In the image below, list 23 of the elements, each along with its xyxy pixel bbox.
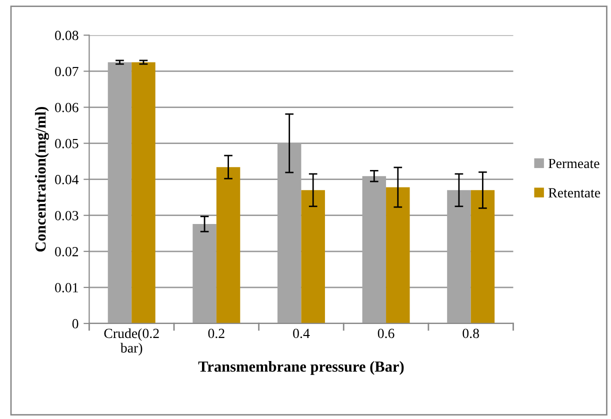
legend-label: Retentate [548, 188, 600, 198]
x-tick-label: 0.8 [462, 328, 479, 338]
bar [216, 167, 240, 324]
bar [301, 190, 325, 324]
y-tick-label: 0.01 [55, 283, 78, 292]
y-tick-label: 0.03 [55, 210, 78, 220]
x-tick-label: Crude(0.2 bar) [104, 328, 159, 356]
y-tick-label: 0.06 [55, 102, 78, 112]
y-tick-label: 0.02 [55, 246, 78, 256]
y-tick-label: 0.07 [55, 66, 78, 76]
y-tick-label: 0.05 [55, 138, 78, 148]
y-tick-label: 0 [72, 319, 78, 328]
bar [386, 187, 410, 324]
legend-label: Permeate [548, 158, 600, 168]
bar [470, 190, 495, 324]
y-tick-label: 0.04 [55, 174, 79, 184]
x-axis-title: Transmembrane pressure (Bar) [198, 361, 404, 375]
x-tick-label: 0.4 [293, 328, 310, 338]
x-tick-label: 0.6 [378, 328, 394, 338]
y-tick-label: 0.08 [55, 30, 78, 40]
bar [132, 62, 156, 324]
y-axis-title: Concentration(mg/ml) [34, 107, 49, 252]
x-tick-label: 0.2 [208, 328, 224, 338]
